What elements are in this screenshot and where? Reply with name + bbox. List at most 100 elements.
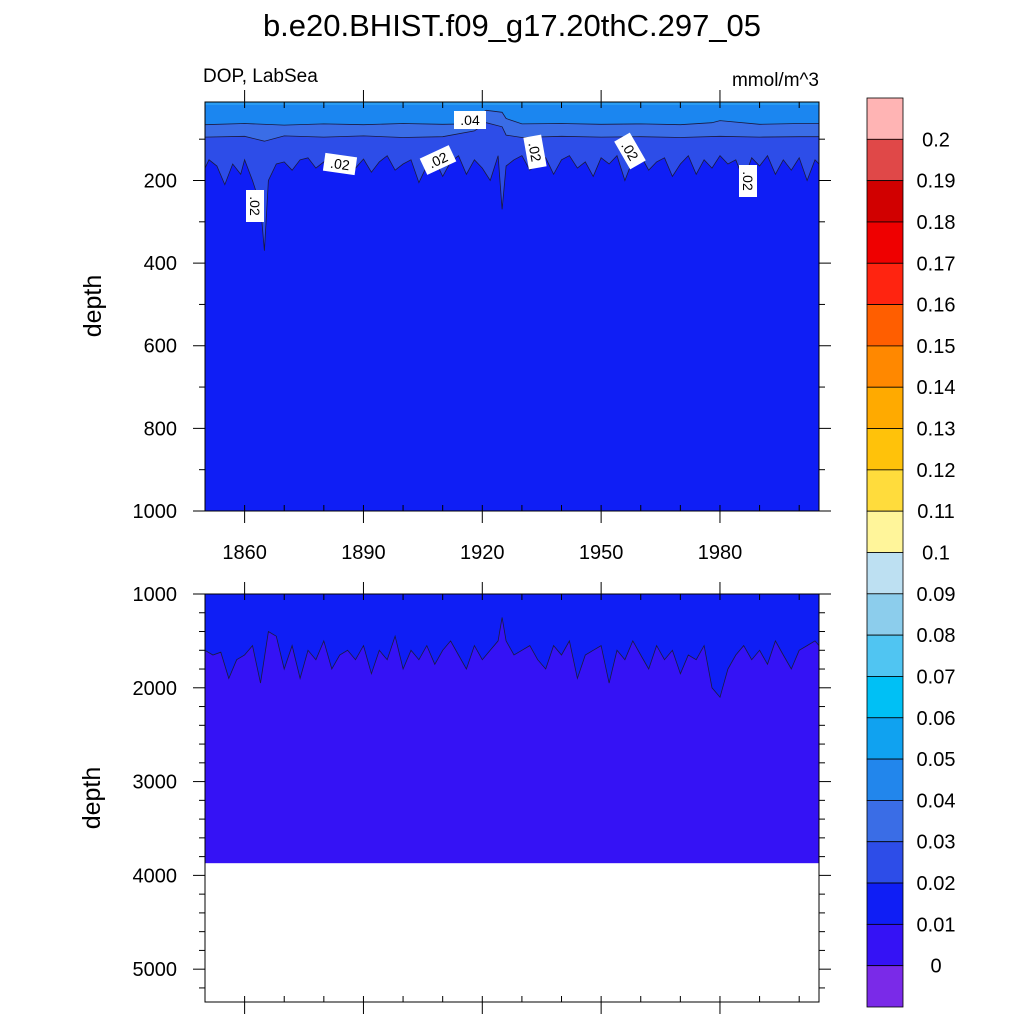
color-bar-box xyxy=(866,882,904,925)
color-bar-label: 0.09 xyxy=(917,584,956,606)
x-tick-label: 1950 xyxy=(579,542,624,564)
contour-label-text: .02 xyxy=(329,155,351,174)
upper-contour-fills xyxy=(205,102,819,511)
color-bar-label: 0.11 xyxy=(917,501,954,523)
x-tick-label: 1980 xyxy=(698,542,743,564)
color-bar-box xyxy=(866,304,904,347)
color-bar-box xyxy=(866,180,904,223)
color-bar-label: 0.17 xyxy=(917,253,956,275)
contour-label-box xyxy=(454,111,486,129)
contour-label-text: .04 xyxy=(460,112,480,128)
color-bar-label: 0 xyxy=(930,956,941,978)
y-tick-label: 200 xyxy=(144,170,177,192)
color-bar-label: 0.02 xyxy=(917,873,956,895)
color-bar-box xyxy=(866,800,904,843)
color-bar-box xyxy=(866,552,904,595)
contour-label-box xyxy=(322,152,358,176)
color-bar-box xyxy=(866,469,904,512)
lower-plot-frame xyxy=(204,593,820,1003)
color-bar-label: 0.04 xyxy=(917,790,956,812)
x-tick-label: 1860 xyxy=(222,542,267,564)
y-tick-label: 600 xyxy=(144,336,177,358)
upper-x-tick-labels: 1860 1890 1920 1950 1980 xyxy=(222,542,742,564)
units-label: mmol/m^3 xyxy=(732,70,819,91)
y-tick-label: 2000 xyxy=(133,678,178,700)
upper-contour-lines xyxy=(204,109,820,251)
color-bar-label: 0.16 xyxy=(917,295,956,317)
upper-contour-line-004 xyxy=(204,109,819,126)
color-bar-box xyxy=(866,221,904,264)
contour-label-box xyxy=(419,145,457,175)
lower-panel: 1000 2000 3000 4000 5000 depth xyxy=(78,582,831,1014)
lower-contour-lines xyxy=(204,617,820,699)
y-tick-label: 800 xyxy=(144,418,177,440)
contour-label-box xyxy=(523,134,547,170)
color-bar-box xyxy=(866,923,904,967)
upper-axis-ticks xyxy=(193,90,831,523)
color-bar-label: 0.05 xyxy=(917,749,956,771)
color-bar-box xyxy=(866,262,904,305)
contour-label-text: .02 xyxy=(525,141,544,163)
contour-label: .02 xyxy=(322,152,358,176)
contour-label-text: .02 xyxy=(426,149,451,172)
color-bar-label: 0.1 xyxy=(922,543,950,565)
color-bar-box xyxy=(866,593,904,636)
upper-y-tick-labels: 200 400 600 800 1000 xyxy=(133,170,178,523)
color-bar-label: 0.13 xyxy=(917,419,956,441)
y-tick-label: 400 xyxy=(144,253,177,275)
color-bar-label: 0.12 xyxy=(917,460,956,482)
contour-label: .02 xyxy=(614,132,646,170)
color-bar-label: 0.08 xyxy=(917,625,956,647)
upper-band-001 xyxy=(205,102,819,511)
contour-label-text: .02 xyxy=(247,196,263,216)
y-tick-label: 4000 xyxy=(133,865,178,887)
color-bar-box xyxy=(866,841,904,884)
color-bar-box xyxy=(866,634,904,677)
lower-contour-fills xyxy=(205,594,819,864)
contour-labels: .04 .02 .02 .02 .02 .02 .02 xyxy=(246,111,757,222)
contour-label-box xyxy=(739,165,757,197)
color-bar-label: 0.14 xyxy=(917,377,956,399)
x-tick-label: 1890 xyxy=(341,542,386,564)
color-bar-label: 0.15 xyxy=(917,336,956,358)
y-tick-label: 1000 xyxy=(133,584,178,606)
contour-label: .04 xyxy=(454,111,486,129)
color-bar-box xyxy=(866,758,904,801)
color-bar-box xyxy=(866,386,904,429)
chart-title: b.e20.BHIST.f09_g17.20thC.297_05 xyxy=(263,8,761,43)
contour-label: .02 xyxy=(246,190,264,222)
color-bar-box xyxy=(866,676,904,719)
upper-band-002 xyxy=(205,102,819,251)
variable-region-label: DOP, LabSea xyxy=(203,66,318,87)
contour-label-text: .02 xyxy=(740,171,756,191)
lower-axis-ticks xyxy=(193,582,831,1014)
lower-band-001 xyxy=(205,594,819,698)
x-tick-label: 1920 xyxy=(460,542,505,564)
contour-label-box xyxy=(246,190,264,222)
color-bar: 0.2 0.19 0.18 0.17 0.16 0.15 0.14 0.13 0.12 0.11 0… xyxy=(866,97,956,1008)
color-bar-label: 0.2 xyxy=(922,129,950,151)
color-bar-label: 0.01 xyxy=(917,914,956,936)
color-bar-label: 0.03 xyxy=(917,832,956,854)
upper-contour-line-003 xyxy=(204,122,819,142)
color-bar-box xyxy=(866,428,904,471)
contour-label: .02 xyxy=(523,134,547,170)
color-bar-label: 0.19 xyxy=(917,171,956,193)
color-bar-box xyxy=(866,97,904,140)
color-bar-box xyxy=(866,510,904,553)
contour-label: .02 xyxy=(739,165,757,197)
color-bar-box xyxy=(866,965,904,1008)
upper-plot-frame xyxy=(204,101,820,512)
color-bar-box xyxy=(866,345,904,388)
upper-band-top xyxy=(205,102,819,105)
contour-label: .02 xyxy=(419,145,457,175)
color-bar-box xyxy=(866,138,904,182)
color-bar-label: 0.06 xyxy=(917,708,956,730)
color-bar-label: 0.07 xyxy=(917,666,956,688)
contour-label-box xyxy=(614,132,646,170)
upper-y-axis-label: depth xyxy=(79,275,107,338)
color-bar-label: 0.18 xyxy=(917,212,956,234)
lower-y-tick-labels: 1000 2000 3000 4000 5000 xyxy=(133,584,178,981)
upper-panel: 200 400 600 800 1000 1860 1890 1920 1950 1980 .0… xyxy=(79,90,831,564)
